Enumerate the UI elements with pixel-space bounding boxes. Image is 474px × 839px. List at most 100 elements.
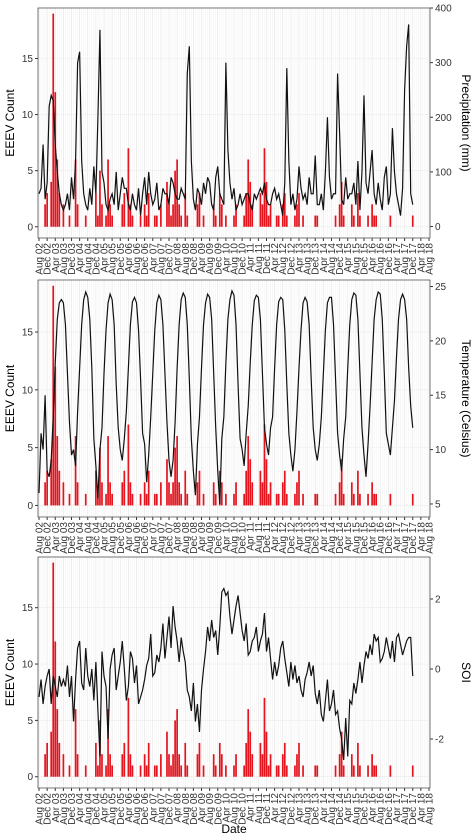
x-tick-label: Dec 08 [189, 243, 200, 275]
bar [269, 754, 272, 777]
y2-tick-label: 15 [435, 391, 447, 402]
bar [123, 193, 126, 227]
x-tick-label: Dec 16 [384, 793, 395, 825]
bar [145, 765, 148, 777]
x-tick-label: Aug 03 [59, 243, 70, 275]
bar [302, 493, 304, 506]
bar [340, 731, 343, 777]
x-tick-label: Aug 10 [230, 793, 241, 825]
x-tick-label: Dec 15 [359, 243, 370, 275]
bar [174, 170, 176, 227]
bar [214, 765, 217, 777]
bar [275, 765, 278, 777]
bar [340, 459, 343, 506]
bar [249, 459, 252, 506]
x-tick-label: Aug 06 [132, 522, 143, 554]
bar [269, 204, 272, 227]
bar [214, 215, 217, 227]
bar [261, 754, 264, 777]
x-tick-label: Apr 11 [246, 522, 257, 551]
bar [68, 765, 71, 777]
x-tick-label: Dec 16 [384, 522, 395, 554]
bar [281, 482, 284, 506]
bar [389, 493, 392, 506]
y2-tick-label: 25 [435, 282, 447, 293]
bar [220, 754, 223, 777]
bar [97, 493, 99, 506]
bar [46, 193, 48, 227]
bar [121, 482, 124, 506]
bar [251, 204, 254, 227]
x-tick-label: Aug 03 [59, 522, 70, 554]
bar [109, 482, 111, 506]
bar [180, 493, 183, 506]
bar [95, 742, 97, 777]
bar [54, 366, 57, 506]
x-tick-label: Aug 09 [205, 243, 216, 275]
bar [212, 204, 215, 227]
x-tick-label: Apr 03 [51, 243, 62, 273]
x-tick-label: Apr 08 [173, 243, 184, 273]
bar [172, 754, 174, 777]
bar [174, 447, 176, 506]
bar [153, 493, 156, 506]
x-tick-label: Dec 09 [213, 243, 224, 275]
bar [147, 193, 150, 227]
x-tick-label: Apr 05 [100, 243, 111, 273]
bar [251, 482, 254, 506]
x-tick-label: Aug 17 [400, 522, 411, 554]
x-tick-label: Dec 05 [116, 243, 127, 275]
bar [121, 754, 124, 777]
x-tick-label: Aug 08 [181, 793, 192, 825]
x-tick-label: Dec 13 [311, 243, 322, 275]
x-tick-label: Apr 03 [51, 522, 62, 552]
y-tick-label: 15 [22, 54, 34, 65]
bar [225, 215, 227, 227]
bar [139, 493, 142, 506]
bar [283, 742, 286, 777]
bar [233, 765, 235, 777]
bar [302, 215, 304, 227]
x-tick-label: Dec 17 [408, 522, 419, 554]
bar [155, 493, 158, 506]
bar [160, 754, 162, 777]
x-tick-label: Aug 05 [108, 522, 119, 554]
bar [56, 709, 59, 777]
line [38, 24, 414, 216]
bar [95, 193, 97, 227]
x-tick-label: Apr 09 [197, 243, 208, 273]
x-tick-label: Aug 07 [156, 793, 167, 825]
bar [54, 92, 57, 227]
x-tick-label: Aug 11 [254, 793, 265, 824]
bar [84, 493, 87, 506]
bar [340, 181, 343, 227]
bar [50, 459, 53, 506]
x-tick-label: Dec 05 [116, 793, 127, 825]
bar [243, 765, 246, 777]
bar [186, 493, 189, 506]
bar [389, 215, 392, 227]
x-tick-label: Aug 07 [156, 243, 167, 275]
x-tick-label: Aug 02 [35, 793, 46, 825]
bar [198, 193, 201, 227]
bar [367, 215, 369, 227]
bar [129, 482, 132, 506]
bar [338, 482, 341, 506]
bar [68, 493, 71, 506]
bar [233, 215, 235, 227]
bar [233, 493, 235, 506]
x-tick-label: Aug 14 [327, 243, 338, 275]
x-tick-label: Aug 13 [303, 793, 314, 825]
y2-tick-label: 0 [435, 222, 441, 233]
bar [147, 742, 150, 777]
bar [357, 742, 359, 777]
x-tick-label: Dec 06 [140, 522, 151, 554]
bar [58, 193, 61, 227]
bar [294, 765, 296, 777]
x-tick-label: Aug 10 [230, 522, 241, 554]
x-tick-label: Apr 14 [319, 243, 330, 273]
x-tick-label: Aug 12 [278, 522, 289, 554]
bar [186, 215, 189, 227]
x-tick-label: Dec 02 [43, 243, 54, 275]
